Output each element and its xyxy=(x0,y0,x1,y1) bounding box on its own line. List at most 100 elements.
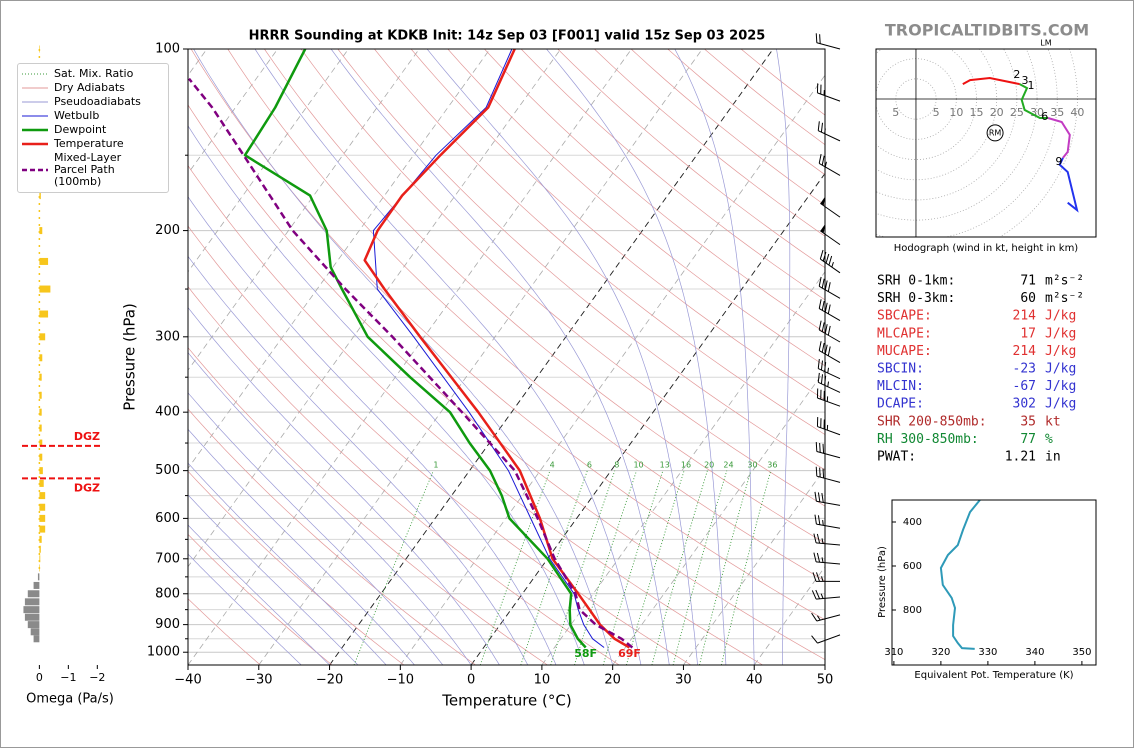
barb-full xyxy=(816,442,817,451)
legend-label: Dry Adiabats xyxy=(54,82,125,94)
omega-bar xyxy=(28,590,40,597)
hodograph-tick-label: 40 xyxy=(1070,106,1084,119)
theta-x-tick-label: 350 xyxy=(1072,647,1091,658)
legend-entry: Mixed-Layer Parcel Path (100mb) xyxy=(22,152,164,188)
stat-value: 214 xyxy=(1013,344,1037,359)
legend-label: Temperature xyxy=(54,138,124,150)
mixing-ratio-label: 13 xyxy=(660,460,670,469)
legend-swatch xyxy=(22,112,48,120)
omega-bar xyxy=(39,374,41,381)
hodograph-annotation: RM xyxy=(989,128,1002,137)
legend: Sat. Mix. Ratio Dry Adiabats Pseudoadiabat… xyxy=(17,63,169,193)
omega-bar xyxy=(39,409,41,416)
stat-label: SRH 0-3km: xyxy=(877,291,955,306)
omega-bar xyxy=(39,555,40,562)
legend-swatch xyxy=(22,70,48,78)
hodograph-annotation: 9 xyxy=(1055,155,1062,168)
y-tick-label: 700 xyxy=(155,551,180,566)
hodograph-tick-label: 5 xyxy=(933,106,940,119)
stat-label: SBCAPE: xyxy=(877,309,932,324)
barb-full xyxy=(816,467,817,476)
omega-bar xyxy=(39,392,41,399)
y-tick-label: 200 xyxy=(155,223,180,238)
omega-bar xyxy=(39,286,50,293)
omega-bar xyxy=(39,425,41,432)
x-tick-label: −40 xyxy=(174,673,201,688)
y-tick-label: 100 xyxy=(155,42,180,57)
stat-value: -67 xyxy=(1013,379,1036,394)
hodograph-tick-label: 10 xyxy=(949,106,963,119)
barb-full xyxy=(816,33,817,42)
hodograph-annotation: 1 xyxy=(1028,79,1035,92)
stat-label: SHR 200-850mb: xyxy=(877,414,987,429)
stat-value: 17 xyxy=(1020,326,1036,341)
mixing-ratio-label: 36 xyxy=(767,460,777,469)
stat-value: 35 xyxy=(1020,414,1036,429)
omega-x-tick-label: 0 xyxy=(36,671,43,684)
omega-bar xyxy=(39,311,48,318)
legend-entry: Pseudoadiabats xyxy=(22,96,164,108)
legend-label: Wetbulb xyxy=(54,110,99,122)
stat-label: MLCAPE: xyxy=(877,326,932,341)
omega-bar xyxy=(39,192,40,199)
x-axis-label: Temperature (°C) xyxy=(441,692,571,710)
omega-bar xyxy=(39,258,48,265)
barb-full xyxy=(823,444,824,453)
theta-y-tick-label: 400 xyxy=(903,517,922,528)
theta-y-tick-label: 600 xyxy=(903,561,922,572)
omega-bar xyxy=(39,467,42,474)
legend-swatch xyxy=(22,98,48,106)
hodograph-annotation: 3 xyxy=(1021,74,1028,87)
theta-y-tick-label: 800 xyxy=(903,605,922,616)
mixing-ratio-label: 30 xyxy=(747,460,757,469)
x-tick-label: 0 xyxy=(467,673,475,688)
y-tick-label: 900 xyxy=(155,617,180,632)
legend-swatch xyxy=(22,140,48,148)
y-tick-label: 600 xyxy=(155,511,180,526)
stat-unit: J/kg xyxy=(1045,326,1076,341)
hodograph-caption: Hodograph (wind in kt, height in km) xyxy=(894,243,1079,254)
dgz-label: DGZ xyxy=(74,481,100,494)
y-tick-label: 400 xyxy=(155,405,180,420)
omega-bar xyxy=(39,454,42,461)
theta-y-label: Pressure (hPa) xyxy=(877,546,888,618)
legend-label: Mixed-Layer Parcel Path (100mb) xyxy=(54,152,164,188)
stat-unit: J/kg xyxy=(1045,309,1076,324)
legend-swatch xyxy=(22,126,48,134)
theta-x-tick-label: 330 xyxy=(978,647,997,658)
stat-label: PWAT: xyxy=(877,450,916,465)
stat-label: DCAPE: xyxy=(877,397,924,412)
omega-bar xyxy=(39,564,40,571)
stat-unit: m²s⁻² xyxy=(1045,274,1084,289)
barb-half xyxy=(823,520,824,525)
mixing-ratio-label: 16 xyxy=(681,460,691,469)
barb-full xyxy=(820,34,821,43)
legend-label: Pseudoadiabats xyxy=(54,96,141,108)
x-tick-label: −30 xyxy=(245,673,272,688)
stat-label: MLCIN: xyxy=(877,379,924,394)
hodograph-tick-label: 25 xyxy=(1010,106,1024,119)
stat-label: RH 300-850mb: xyxy=(877,432,979,447)
x-tick-label: 30 xyxy=(675,673,692,688)
x-tick-label: 10 xyxy=(534,673,551,688)
mixing-ratio-label: 8 xyxy=(614,460,619,469)
omega-x-tick-label: −2 xyxy=(89,671,105,684)
surface-label: 58F xyxy=(574,647,597,660)
y-tick-label: 300 xyxy=(155,329,180,344)
omega-bar xyxy=(34,635,40,642)
omega-bar xyxy=(23,606,39,613)
legend-entry: Wetbulb xyxy=(22,110,164,122)
omega-bar xyxy=(39,46,40,53)
stat-unit: m²s⁻² xyxy=(1045,291,1084,306)
mixing-ratio-label: 20 xyxy=(704,460,714,469)
legend-entry: Sat. Mix. Ratio xyxy=(22,68,164,80)
x-tick-label: 40 xyxy=(746,673,763,688)
stat-value: 77 xyxy=(1020,432,1036,447)
legend-entry: Temperature xyxy=(22,138,164,150)
hodograph-tick-label: 15 xyxy=(970,106,984,119)
stat-unit: in xyxy=(1045,450,1061,465)
legend-swatch xyxy=(22,84,48,92)
hodograph-tick-label: 5 xyxy=(892,106,899,119)
